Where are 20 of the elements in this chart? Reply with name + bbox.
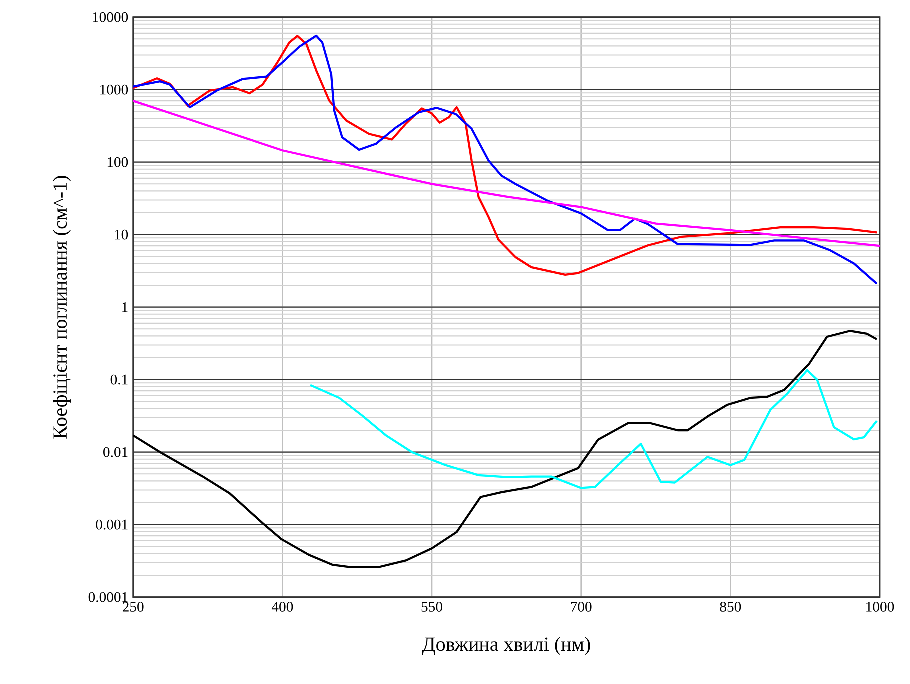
x-axis-title: Довжина хвилі (нм) [422,637,590,656]
x-tick-label: 1000 [866,602,894,612]
x-tick-label: 700 [571,602,592,612]
y-tick-label: 0.001 [96,520,128,530]
x-tick-label: 250 [122,602,144,612]
y-tick-label: 10000 [93,12,128,22]
y-tick-label: 0.01 [104,447,128,458]
y-tick-label: 10 [115,230,128,240]
line-series [133,100,880,248]
x-tick-label: 850 [720,602,742,612]
x-tick-label: 550 [422,602,442,612]
line-series [309,369,878,490]
line-series [133,330,878,568]
y-tick-label: 0.0001 [88,592,128,602]
x-tick-label: 400 [272,602,294,612]
y-tick-label: 0.1 [110,374,128,385]
y-tick-label: 1 [122,302,128,312]
y-tick-label: 1000 [100,84,128,95]
y-tick-label: 100 [108,157,128,168]
y-axis-title: Коефіцієнт поглинання (см^-1) [53,176,72,439]
